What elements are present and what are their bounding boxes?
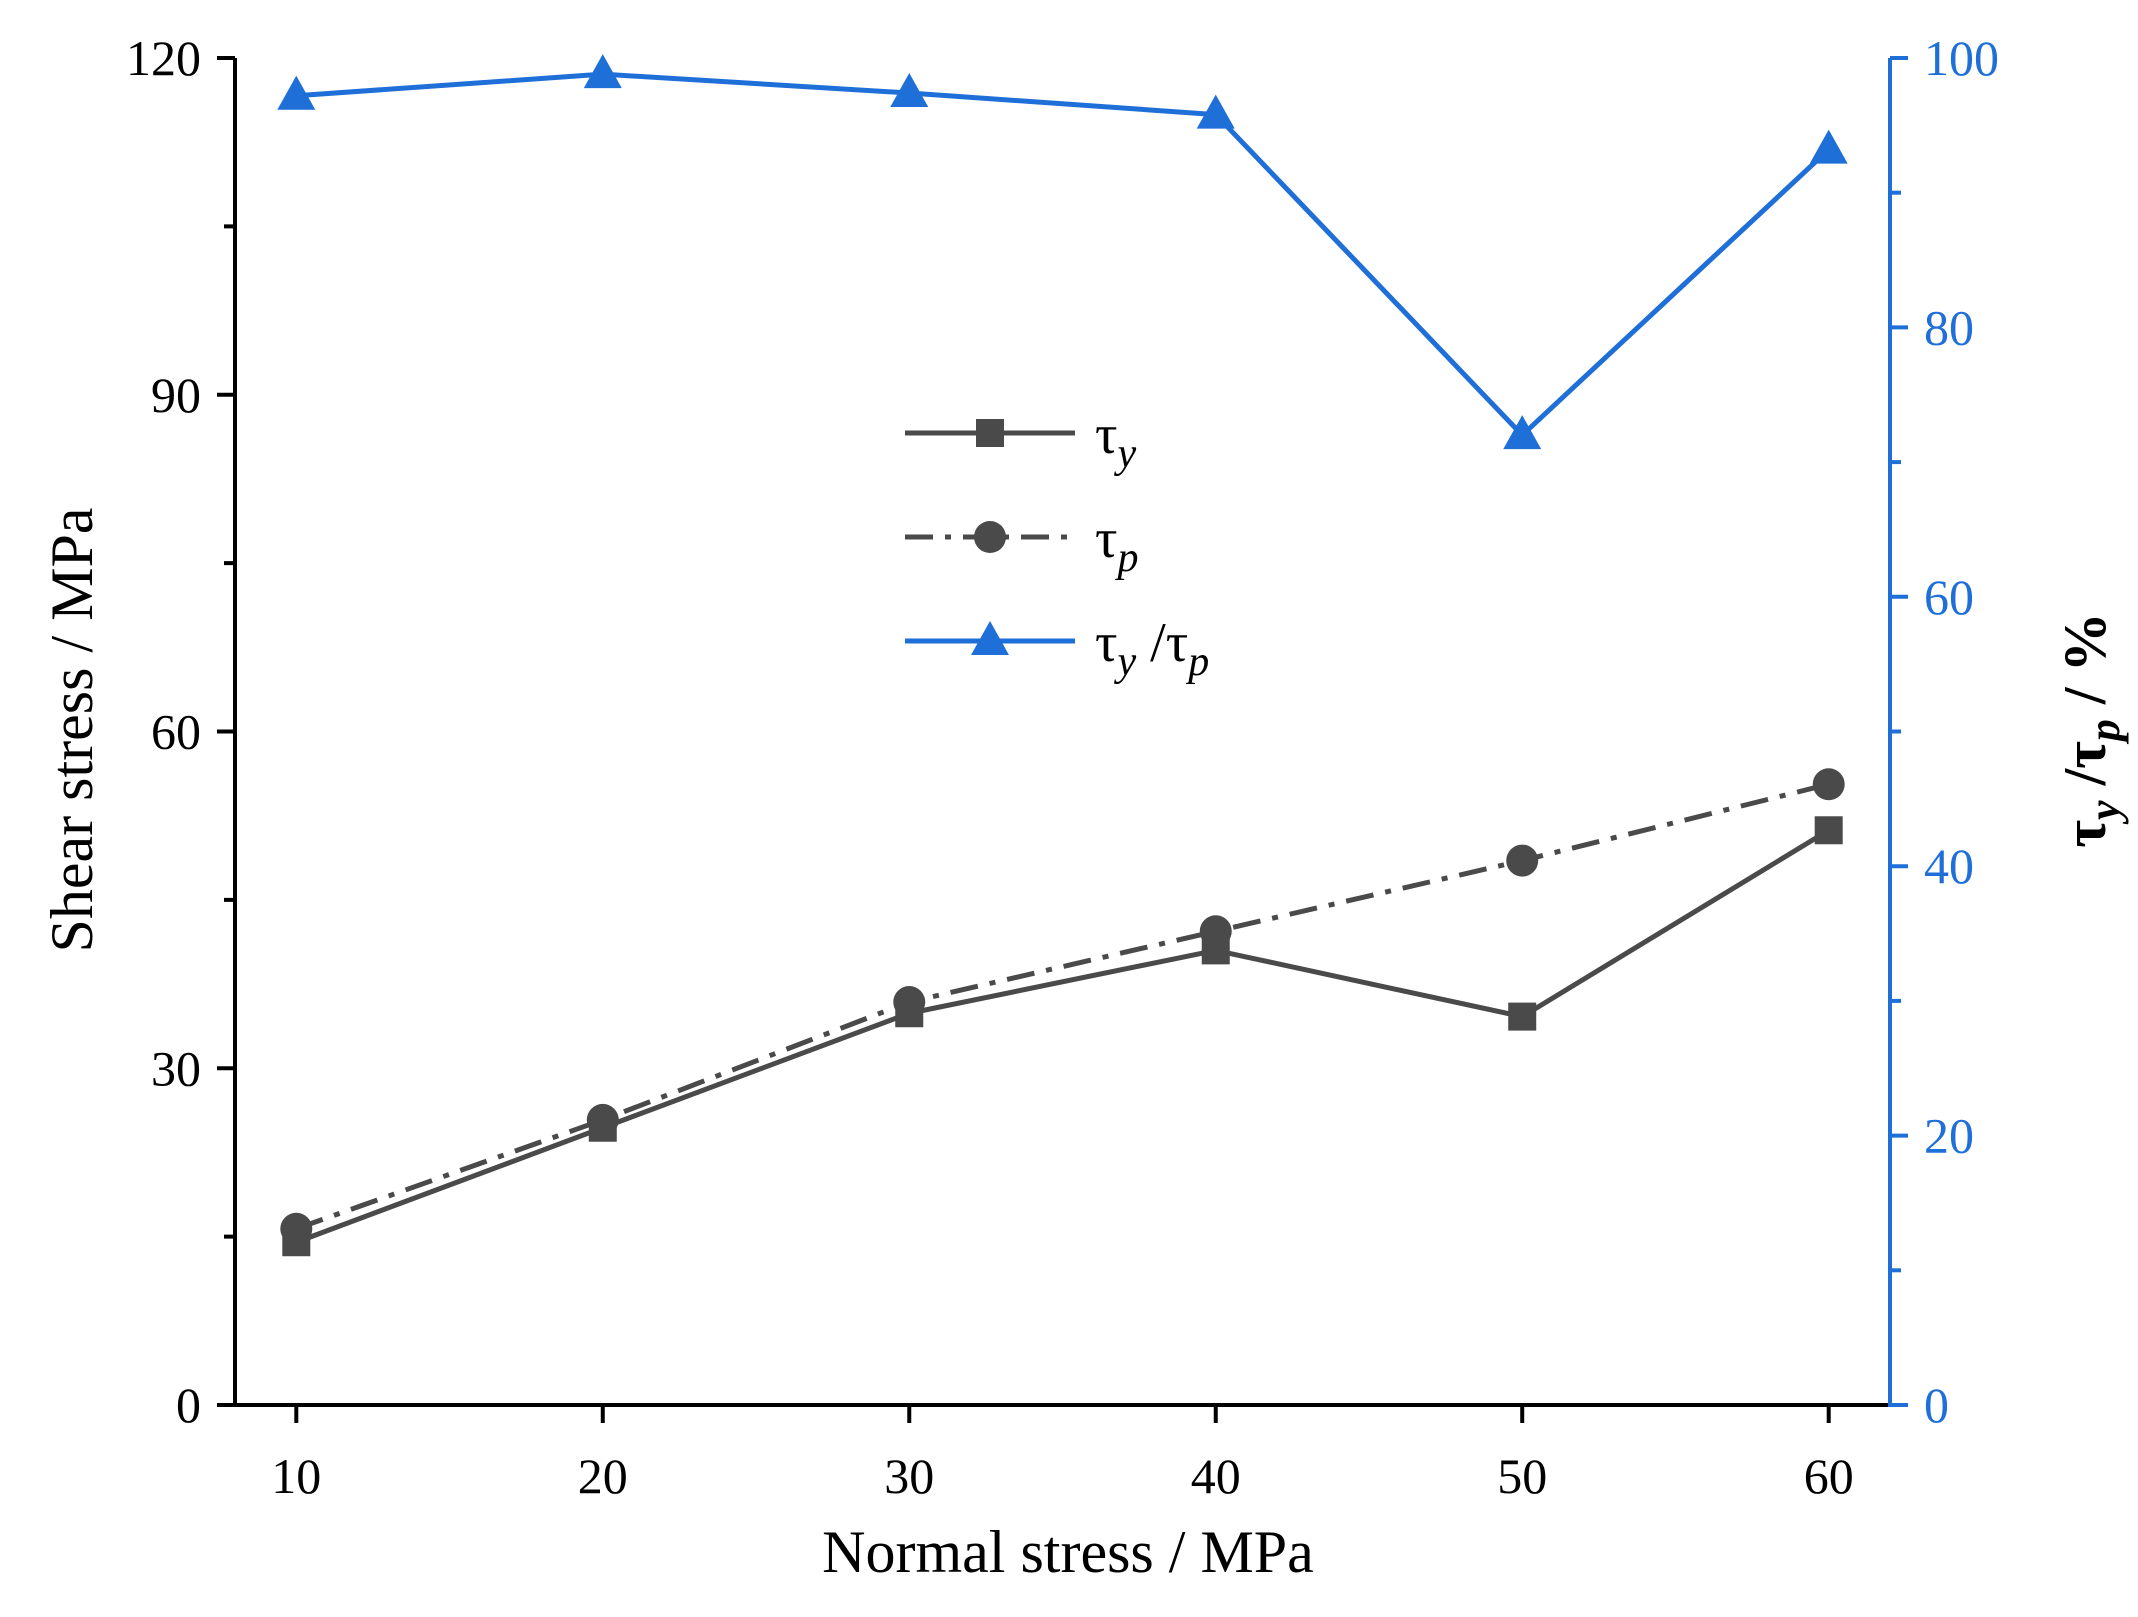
legend-label: τp <box>1095 508 1139 581</box>
y-right-tick-label: 0 <box>1924 1377 1949 1433</box>
data-point <box>890 73 929 108</box>
x-tick-label: 30 <box>884 1448 934 1504</box>
legend-item: τy <box>905 404 1137 477</box>
data-point <box>1812 768 1845 801</box>
legend-label: τy <box>1095 404 1137 477</box>
y-axis-right-label: τy /τp / % <box>2052 612 2129 847</box>
y-right-label-sub1: y <box>2080 800 2129 825</box>
data-point <box>1196 94 1235 129</box>
y-left-ticks: 0 30 60 90 120 <box>126 30 235 1433</box>
data-point <box>586 1103 619 1136</box>
legend-item: τy /τp <box>905 612 1209 685</box>
legend-label-sub: y <box>1114 639 1137 685</box>
data-point <box>1506 844 1539 877</box>
data-point <box>893 986 926 1019</box>
y-right-label-tail: / % <box>2052 612 2118 719</box>
legend-label-sub: p <box>1115 535 1139 581</box>
legend-swatch-marker <box>971 621 1009 655</box>
data-point <box>1199 915 1232 948</box>
y-right-tick-label: 100 <box>1924 30 1999 86</box>
series-line <box>295 781 1830 1232</box>
y-right-label-base: τ <box>2052 820 2118 848</box>
x-tick-label: 20 <box>578 1448 628 1504</box>
legend-label-sub2: p <box>1185 639 1209 685</box>
y-right-label-sub2: p <box>2080 719 2129 745</box>
legend-item: τp <box>905 508 1139 581</box>
x-axis-label: Normal stress / MPa <box>822 1519 1314 1585</box>
y-right-tick-label: 60 <box>1924 569 1974 625</box>
plot-frame <box>233 58 1892 1407</box>
legend-label-base: τ <box>1095 404 1118 466</box>
y-left-tick-label: 90 <box>151 367 201 423</box>
y-left-tick-label: 120 <box>126 30 201 86</box>
y-axis-left-label: Shear stress / MPa <box>39 508 105 953</box>
series-line <box>296 71 1831 438</box>
series-0 <box>282 816 1843 1257</box>
legend-label: τy /τp <box>1095 612 1209 685</box>
x-tick-label: 50 <box>1497 1448 1547 1504</box>
y-right-tick-label: 20 <box>1924 1108 1974 1164</box>
y-right-ticks: 0 20 40 60 80 100 <box>1890 30 1999 1433</box>
y-right-tick-label: 80 <box>1924 299 1974 355</box>
x-ticks: 10 20 30 40 50 60 <box>271 1405 1854 1504</box>
legend-label-sub: y <box>1114 431 1137 477</box>
legend-label-base: τ <box>1095 612 1118 674</box>
x-tick-label: 60 <box>1804 1448 1854 1504</box>
y-left-tick-label: 0 <box>176 1377 201 1433</box>
data-point <box>277 75 316 110</box>
data-point <box>1508 1002 1537 1031</box>
series-line <box>295 828 1831 1245</box>
y-right-label-slash: /τ <box>2052 741 2118 800</box>
data-point <box>1814 816 1843 845</box>
series-1 <box>280 768 1845 1245</box>
data-point <box>1503 415 1542 450</box>
x-tick-label: 10 <box>271 1448 321 1504</box>
y-right-tick-label: 40 <box>1924 838 1974 894</box>
x-tick-label: 40 <box>1191 1448 1241 1504</box>
legend-swatch-marker <box>974 521 1006 553</box>
legend-label-slash: /τ <box>1136 612 1188 674</box>
series-2 <box>277 54 1848 450</box>
legend-swatch-marker <box>976 419 1004 447</box>
y-left-tick-label: 60 <box>151 704 201 760</box>
data-point <box>583 54 622 89</box>
y-left-tick-label: 30 <box>151 1040 201 1096</box>
data-point <box>280 1212 313 1245</box>
legend-label-base: τ <box>1095 508 1118 570</box>
data-point <box>1809 129 1848 164</box>
series-layer <box>277 54 1848 1257</box>
